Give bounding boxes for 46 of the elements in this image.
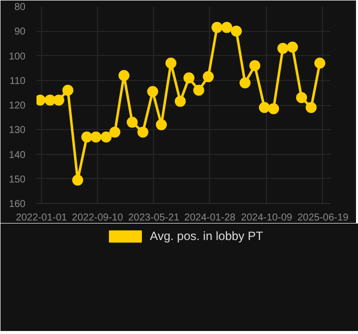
point [44,94,56,106]
x-tick-label: 2022-09-10 [72,212,124,224]
point [314,58,326,69]
point [100,132,112,143]
x-tick-label: 2024-10-09 [241,212,293,224]
point [109,126,120,138]
point [296,92,308,104]
point [258,102,270,113]
y-tick-label: 140 [8,150,26,161]
x-tick-label: 2023-05-21 [128,212,180,224]
point [286,42,298,53]
point [268,103,280,114]
point [183,72,194,84]
point [221,22,232,33]
y-tick-label: 110 [10,76,26,87]
y-tick-label: 100 [8,51,26,62]
point [211,22,222,33]
x-tick-label: 2025-06-19 [297,212,349,224]
point [126,116,138,128]
point [72,174,84,186]
point [147,86,158,97]
point [165,58,176,69]
y-tick-label: 80 [14,2,26,13]
point [202,71,214,82]
point [193,84,204,96]
y-tick-label: 130 [8,125,26,136]
point [62,84,74,96]
point [174,96,186,107]
x-tick-label: 2024-01-28 [184,212,236,224]
point [277,42,288,54]
point [240,77,251,88]
legend-label: Avg. pos. in lobby PT [150,229,264,243]
point [81,132,92,143]
point [249,60,260,72]
point [156,119,167,130]
y-tick-label: 90 [14,26,26,38]
x-tick-label: 2022-01-01 [16,212,68,224]
point [90,132,102,143]
point [306,102,317,113]
point [230,26,242,37]
point [137,126,148,138]
point [118,70,130,81]
y-tick-label: 120 [8,100,26,112]
y-tick-label: 160 [8,199,26,210]
point [53,94,64,106]
y-tick-label: 150 [8,174,26,186]
